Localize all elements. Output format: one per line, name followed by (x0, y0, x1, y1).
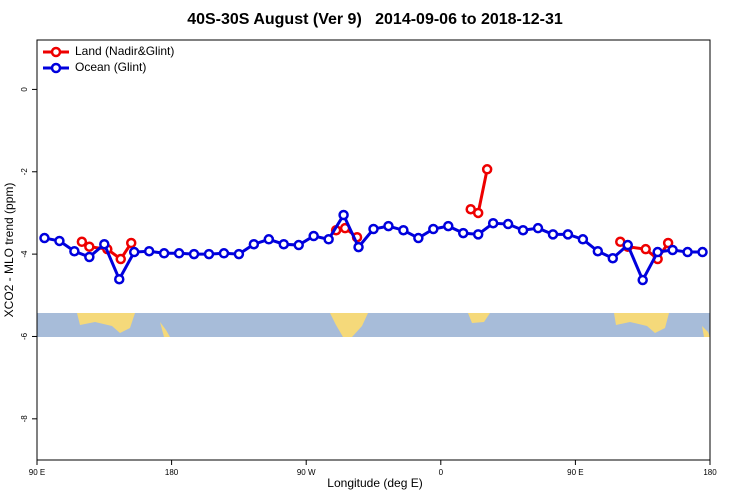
point (323, 234, 334, 245)
map-strip (37, 313, 710, 337)
x-tick-label: 180 (703, 468, 717, 477)
point (188, 248, 200, 260)
point (383, 220, 394, 232)
point (697, 246, 708, 258)
point (114, 273, 125, 285)
point (338, 209, 349, 221)
point (481, 164, 493, 175)
point (443, 220, 454, 232)
series-line (81, 168, 670, 262)
point (233, 248, 245, 260)
point (158, 248, 170, 259)
point (203, 248, 215, 260)
point (532, 222, 544, 234)
point (54, 235, 65, 247)
point (263, 234, 275, 245)
chart-title: 40S-30S August (Ver 9) 2014-09-06 to 201… (187, 11, 563, 28)
point (562, 229, 574, 240)
point (125, 237, 137, 249)
point (84, 251, 95, 263)
legend-marker (50, 46, 62, 58)
plot-frame (36, 39, 711, 461)
y-tick-label: -6 (20, 332, 29, 340)
point (517, 224, 529, 236)
point (682, 246, 693, 258)
point (248, 238, 260, 250)
point (84, 241, 95, 252)
x-tick-label: 90 E (567, 468, 583, 477)
y-tick-label: -2 (20, 168, 29, 176)
point (173, 248, 185, 259)
point (662, 237, 674, 249)
point (115, 253, 127, 265)
x-axis-title: Longitude (deg E) (327, 476, 422, 490)
point (622, 239, 633, 251)
point (428, 223, 439, 235)
point (652, 246, 663, 258)
point (69, 245, 80, 257)
y-tick-label: 0 (20, 87, 29, 92)
legend-label: Ocean (Glint) (75, 60, 146, 74)
point (293, 239, 304, 251)
x-tick-label: 180 (165, 468, 179, 477)
point (128, 246, 140, 258)
point (398, 224, 409, 236)
point (607, 252, 619, 264)
point (278, 238, 290, 250)
point (143, 245, 155, 257)
point (39, 232, 50, 244)
y-tick-label: -8 (20, 415, 29, 423)
x-tick-label: 90 W (297, 468, 316, 477)
point (547, 229, 559, 240)
legend-marker (50, 62, 62, 74)
point (457, 227, 469, 239)
point (218, 248, 230, 259)
point (353, 241, 364, 253)
point (472, 207, 484, 219)
y-axis-title: XCO2 - MLO trend (ppm) (2, 183, 16, 318)
point (577, 234, 589, 245)
point (640, 243, 651, 255)
point (76, 236, 88, 248)
point (592, 245, 604, 257)
point (413, 232, 424, 244)
x-tick-label: 0 (439, 468, 444, 477)
point (472, 229, 484, 240)
point (99, 238, 110, 250)
point (368, 223, 379, 235)
y-tick-label: -4 (20, 250, 29, 258)
point (667, 244, 678, 256)
legend-label: Land (Nadir&Glint) (75, 44, 174, 58)
x-tick-label: 90 E (29, 468, 45, 477)
point (637, 274, 648, 286)
point (308, 230, 319, 242)
point (502, 218, 514, 230)
point (487, 217, 499, 229)
